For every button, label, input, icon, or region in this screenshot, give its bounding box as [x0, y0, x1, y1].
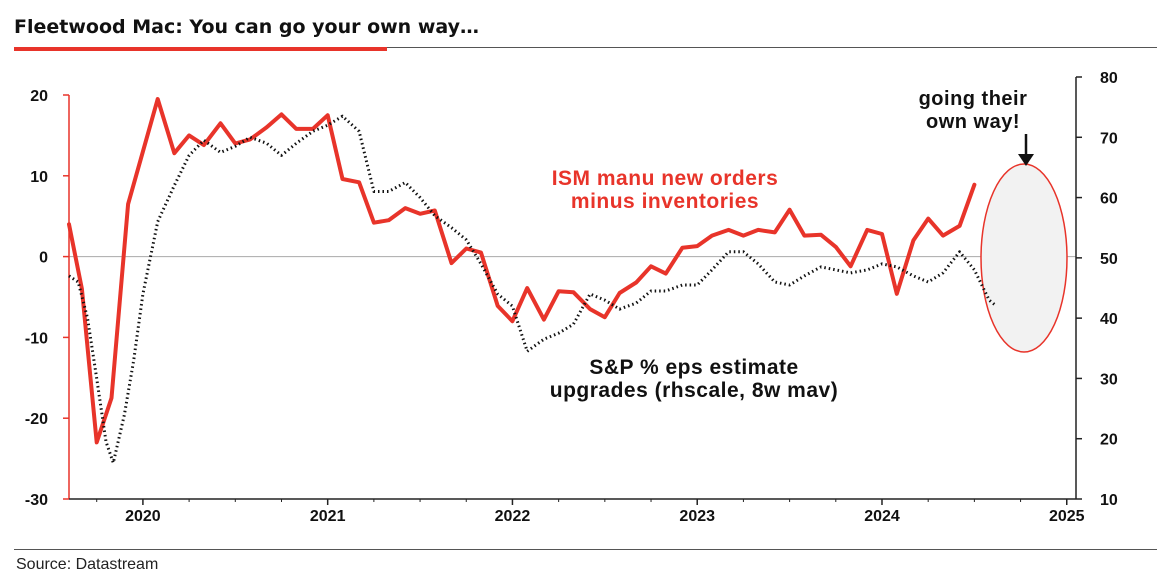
x-axis-tick-label: 2020 [125, 508, 161, 525]
left-axis-tick-label: 20 [30, 88, 48, 105]
callout-line2: own way! [926, 111, 1020, 133]
eps-label-line2: upgrades (rhscale, 8w mav) [550, 379, 838, 402]
eps-label-line1: S&P % eps estimate [589, 356, 798, 379]
right-axis-tick-label: 80 [1100, 70, 1118, 87]
ism-label-line2: minus inventories [571, 190, 759, 213]
title-accent-bar [14, 47, 387, 51]
x-axis-tick-label: 2024 [864, 508, 900, 525]
left-axis-tick-label: -10 [25, 330, 48, 347]
right-axis-tick-label: 70 [1100, 130, 1118, 147]
ism-label-line1: ISM manu new orders [552, 167, 779, 190]
right-axis-tick-label: 20 [1100, 432, 1118, 449]
callout-ellipse [980, 163, 1068, 353]
right-axis-tick-label: 60 [1100, 191, 1118, 208]
right-axis-tick-label: 50 [1100, 251, 1118, 268]
footer-rule [14, 549, 1157, 550]
right-axis-tick-label: 10 [1100, 492, 1118, 509]
callout-arrow-head [1018, 154, 1034, 166]
ism-series-line [67, 97, 977, 445]
x-axis-tick-label: 2023 [679, 508, 715, 525]
chart: 20 10 0 -10 -20 -30 80 70 60 50 40 30 20 10 2020 2021 20… [25, 70, 1118, 525]
source-note: Source: Datastream [16, 556, 159, 573]
x-axis-tick-label: 2022 [495, 508, 531, 525]
left-axis-tick-label: 10 [30, 169, 48, 186]
left-axis-tick-label: -20 [25, 411, 48, 428]
left-axis-tick-label: 0 [39, 250, 48, 267]
left-axis-tick-label: -30 [25, 492, 48, 509]
x-axis-tick-label: 2025 [1049, 508, 1085, 525]
x-axis-tick-label: 2021 [310, 508, 346, 525]
page-title: Fleetwood Mac: You can go your own way… [14, 16, 479, 38]
header: Fleetwood Mac: You can go your own way… [14, 15, 1157, 51]
right-axis-tick-label: 40 [1100, 311, 1118, 328]
right-axis-tick-label: 30 [1100, 371, 1118, 388]
eps-upgrades-series-line [68, 114, 998, 465]
callout-line1: going their [919, 88, 1028, 110]
